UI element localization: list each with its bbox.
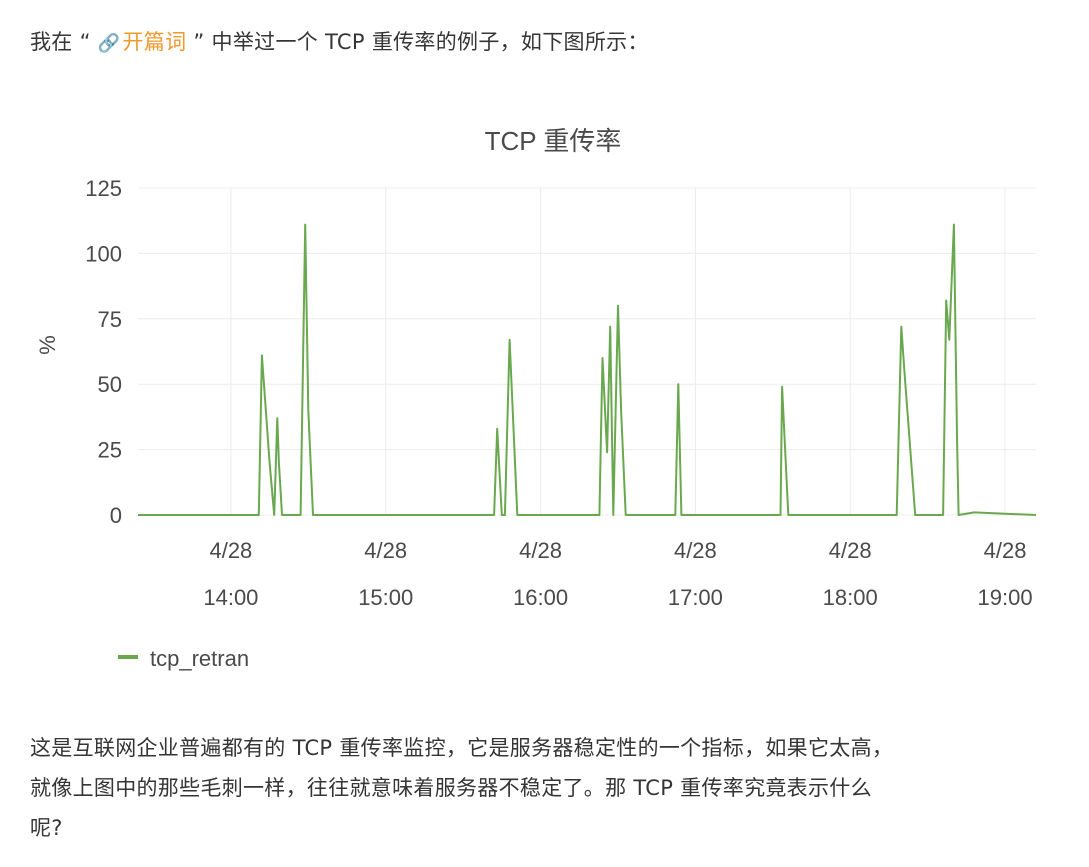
x-tick-time-label: 16:00 — [513, 585, 568, 610]
chart-legend[interactable]: tcp_retran — [118, 646, 249, 671]
x-tick-time-label: 17:00 — [668, 585, 723, 610]
legend-swatch — [118, 655, 138, 659]
x-tick-date-label: 4/28 — [674, 538, 717, 563]
x-tick-date-label: 4/28 — [364, 538, 407, 563]
y-axis-label: % — [35, 335, 60, 355]
quote-open: “ — [79, 30, 91, 54]
x-tick-time-label: 18:00 — [823, 585, 878, 610]
outro-paragraph: 这是互联网企业普遍都有的 TCP 重传率监控，它是服务器稳定性的一个指标，如果它… — [30, 728, 1060, 848]
y-axis: 0 25 50 75 100 125 — [85, 176, 122, 528]
chart-title: TCP 重传率 — [485, 126, 622, 156]
outro-line-3: 呢? — [30, 816, 63, 840]
x-tick-time-label: 19:00 — [978, 585, 1033, 610]
chart-grid — [138, 187, 1036, 516]
outro-line-2: 就像上图中的那些毛刺一样，往往就意味着服务器不稳定了。那 TCP 重传率究竟表示… — [30, 776, 872, 800]
intro-prefix: 我在 — [30, 30, 73, 54]
x-tick-date-label: 4/28 — [829, 538, 872, 563]
series-tcp-retran — [138, 223, 1037, 516]
x-tick-date-label: 4/28 — [984, 538, 1027, 563]
tcp-retran-chart: TCP 重传率 0 25 50 75 100 125 % 4/28 14:00 4/28 15:… — [35, 126, 1037, 671]
y-tick-label: 0 — [110, 503, 122, 528]
legend-label: tcp_retran — [150, 646, 249, 671]
x-axis: 4/28 14:00 4/28 15:00 4/28 16:00 4/28 17:00 4/28… — [203, 538, 1032, 610]
x-tick-date-label: 4/28 — [209, 538, 252, 563]
intro-suffix: 中举过一个 TCP 重传率的例子，如下图所示： — [211, 30, 649, 54]
y-tick-label: 50 — [98, 372, 122, 397]
y-tick-label: 100 — [85, 241, 122, 266]
intro-paragraph: 我在 “ 🔗开篇词 ” 中举过一个 TCP 重传率的例子，如下图所示： — [30, 22, 1060, 64]
x-tick-time-label: 14:00 — [203, 585, 258, 610]
y-tick-label: 25 — [98, 438, 122, 463]
quote-close: ” — [193, 30, 205, 54]
link-icon: 🔗 — [97, 33, 121, 54]
preface-link[interactable]: 🔗开篇词 — [98, 30, 187, 54]
series-line-tcp-retran — [138, 223, 1037, 516]
outro-line-1: 这是互联网企业普遍都有的 TCP 重传率监控，它是服务器稳定性的一个指标，如果它… — [30, 736, 894, 760]
y-tick-label: 125 — [85, 176, 122, 201]
x-tick-date-label: 4/28 — [519, 538, 562, 563]
y-tick-label: 75 — [98, 307, 122, 332]
preface-link-text: 开篇词 — [122, 30, 187, 54]
x-tick-time-label: 15:00 — [358, 585, 413, 610]
